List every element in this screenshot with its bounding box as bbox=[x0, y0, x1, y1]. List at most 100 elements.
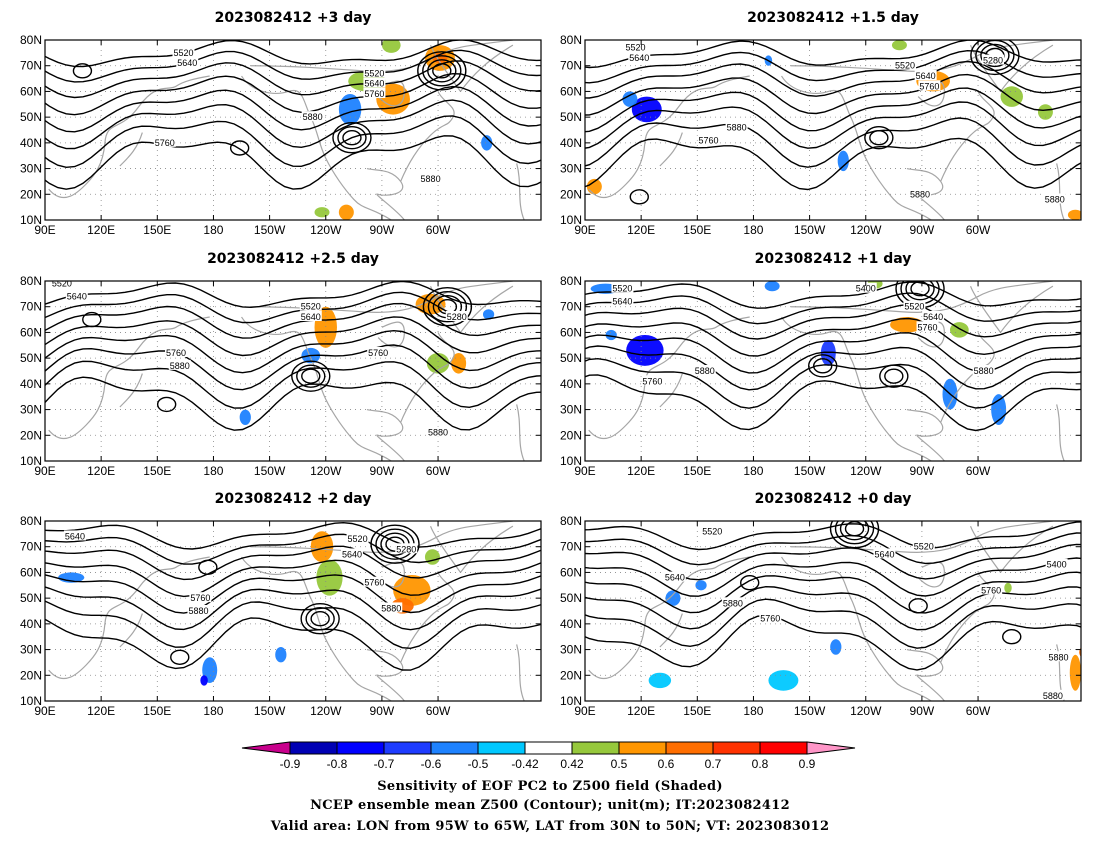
closed-contour bbox=[910, 281, 930, 297]
colorbar-extend-high bbox=[806, 741, 856, 755]
contour-label: 5760 bbox=[919, 81, 939, 91]
lat-tick-label: 10N bbox=[560, 694, 582, 708]
z500-contour bbox=[585, 521, 1081, 551]
contour-label: 5880 bbox=[170, 361, 190, 371]
z500-contour bbox=[585, 292, 1081, 325]
lat-tick-label: 20N bbox=[560, 187, 582, 201]
lat-tick-label: 40N bbox=[560, 617, 582, 631]
lon-tick-label: 150E bbox=[143, 223, 171, 237]
colorbar-label: 0.6 bbox=[658, 757, 675, 771]
contour-label: 5640 bbox=[65, 531, 85, 541]
lat-tick-label: 80N bbox=[560, 514, 582, 528]
lon-tick-label: 120E bbox=[87, 704, 115, 718]
contour-label-bg bbox=[50, 281, 73, 288]
coastline bbox=[790, 281, 1054, 313]
closed-contour bbox=[422, 55, 462, 87]
closed-contour bbox=[629, 189, 649, 205]
coastline bbox=[906, 408, 945, 461]
caption-line: Sensitivity of EOF PC2 to Z500 field (Sh… bbox=[377, 779, 723, 794]
closed-contour bbox=[908, 598, 928, 614]
lon-tick-label: 90W bbox=[370, 464, 395, 478]
closed-contour bbox=[844, 521, 865, 537]
contour-label-bg bbox=[419, 172, 442, 183]
lat-tick-label: 40N bbox=[20, 136, 42, 150]
lat-tick-label: 40N bbox=[20, 377, 42, 391]
lon-tick-label: 180 bbox=[203, 464, 223, 478]
lat-tick-label: 70N bbox=[560, 300, 582, 314]
contour-label: 5880 bbox=[428, 428, 448, 438]
contour-label-bg bbox=[168, 359, 191, 370]
caption-line: NCEP ensemble mean Z500 (Contour); unit(… bbox=[310, 798, 790, 813]
coastline bbox=[48, 556, 210, 680]
z500-contour bbox=[45, 85, 541, 133]
contour-label: 5640 bbox=[342, 549, 362, 559]
coastline bbox=[241, 316, 392, 461]
contour-label-bg bbox=[759, 612, 782, 623]
map-content: 5520 5520 5640 5640 5880 5760 5760 5400 5880 5880 bbox=[585, 521, 1081, 701]
lon-tick-label: 120E bbox=[627, 704, 655, 718]
z500-contour bbox=[45, 329, 541, 374]
contour-label: 5520 bbox=[612, 284, 632, 294]
contour-label: 5880 bbox=[1049, 652, 1069, 662]
contour-label-bg bbox=[65, 290, 88, 301]
contour-label: 5520 bbox=[301, 302, 321, 312]
contour-label: 5880 bbox=[188, 606, 208, 616]
contour-label: 5640 bbox=[612, 297, 632, 307]
map-panel: 2023082412 +3 day55205640576058805520564… bbox=[20, 10, 542, 237]
contour-label-bg bbox=[395, 543, 418, 554]
lon-tick-label: 90E bbox=[34, 223, 55, 237]
closed-contour bbox=[829, 521, 880, 549]
lon-tick-label: 150E bbox=[683, 223, 711, 237]
map-content: 5640 5520 5640 5280 5760 5760 5880 5880 bbox=[45, 521, 541, 701]
colorbar-extend-low bbox=[241, 741, 291, 755]
closed-contour bbox=[72, 63, 93, 79]
contour-label-bg bbox=[894, 59, 917, 70]
lon-tick-label: 120E bbox=[87, 464, 115, 478]
contour-label: 5880 bbox=[974, 366, 994, 376]
coastline bbox=[377, 80, 405, 107]
closed-contour bbox=[170, 649, 190, 665]
lat-tick-label: 10N bbox=[20, 694, 42, 708]
z500-contour bbox=[45, 99, 541, 150]
lon-tick-label: 150E bbox=[143, 704, 171, 718]
z500-contour bbox=[45, 60, 541, 99]
contour-label-bg bbox=[918, 80, 941, 91]
lon-tick-label: 120W bbox=[850, 223, 882, 237]
lat-tick-label: 80N bbox=[20, 274, 42, 288]
lon-tick-label: 90W bbox=[370, 704, 395, 718]
lat-tick-label: 70N bbox=[20, 540, 42, 554]
contour-label: 5880 bbox=[381, 603, 401, 613]
colorbar-label: 0.8 bbox=[752, 757, 769, 771]
z500-contour bbox=[45, 302, 541, 339]
coastline bbox=[781, 556, 932, 701]
z500-contour bbox=[45, 586, 541, 631]
contour-label: 5880 bbox=[1045, 194, 1065, 204]
shaded-area bbox=[275, 647, 287, 663]
z500-contour bbox=[45, 344, 541, 391]
z500-contour bbox=[585, 303, 1081, 340]
lon-tick-label: 120E bbox=[627, 464, 655, 478]
colorbar-label: -0.8 bbox=[327, 757, 348, 771]
lon-tick-label: 90E bbox=[34, 704, 55, 718]
coastline bbox=[119, 613, 143, 648]
lat-tick-label: 60N bbox=[560, 84, 582, 98]
contour-label-bg bbox=[427, 426, 450, 437]
shaded-area bbox=[482, 309, 495, 320]
shaded-area bbox=[764, 281, 780, 292]
lat-tick-label: 50N bbox=[20, 591, 42, 605]
coastline bbox=[1056, 404, 1065, 461]
contour-label: 5640 bbox=[177, 58, 197, 68]
lon-tick-label: 60W bbox=[966, 223, 991, 237]
lat-tick-label: 70N bbox=[20, 59, 42, 73]
caption-line: Valid area: LON from 95W to 65W, LAT fro… bbox=[270, 819, 830, 834]
colorbar-bin bbox=[336, 741, 385, 755]
lat-tick-label: 20N bbox=[20, 428, 42, 442]
closed-contour bbox=[1002, 629, 1022, 645]
closed-contour bbox=[156, 396, 177, 413]
closed-contour bbox=[370, 524, 420, 564]
coastline bbox=[366, 648, 405, 701]
lon-tick-label: 60W bbox=[426, 223, 451, 237]
colorbar-label: 0.9 bbox=[799, 757, 816, 771]
coastline bbox=[366, 408, 405, 461]
